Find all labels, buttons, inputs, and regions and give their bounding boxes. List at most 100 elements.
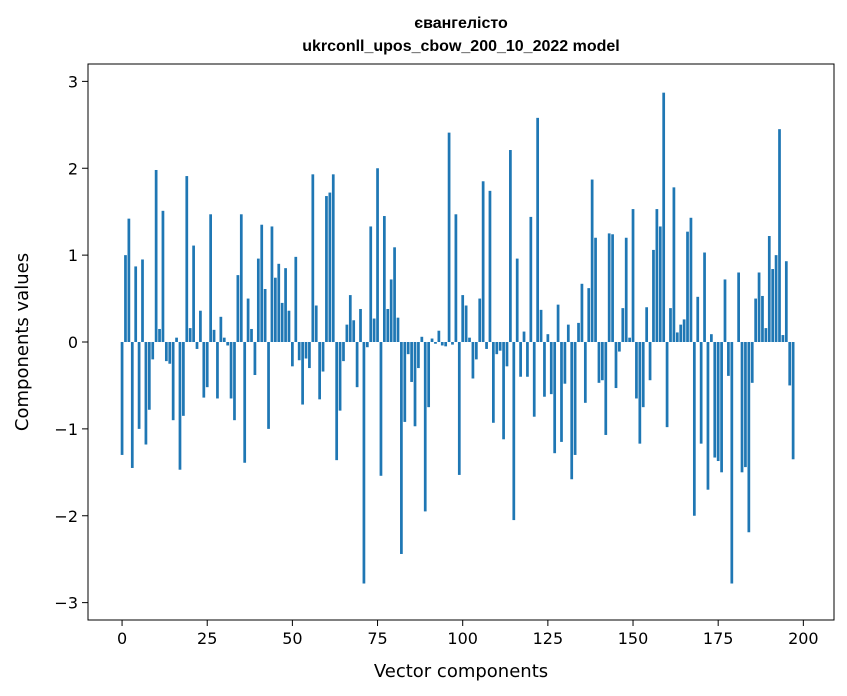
y-tick-label: −3 (54, 594, 78, 613)
bar (492, 342, 495, 423)
bar (400, 342, 403, 554)
bar (144, 342, 148, 445)
bar (607, 233, 611, 342)
y-tick-label: 2 (68, 159, 78, 178)
bar (297, 342, 301, 361)
bar (226, 342, 230, 346)
bar (539, 309, 543, 342)
bar (464, 305, 468, 342)
bar (628, 337, 631, 342)
bar (137, 342, 141, 429)
bar (648, 342, 652, 381)
bar (498, 342, 502, 351)
bar (219, 316, 223, 342)
bar (267, 342, 270, 429)
bar (754, 298, 758, 342)
x-tick-label: 125 (533, 629, 564, 648)
bar (778, 129, 781, 342)
bar (744, 342, 747, 468)
bar (260, 224, 264, 342)
chart-subtitle: ukrconll_upos_cbow_200_10_2022 model (302, 38, 619, 55)
bar (750, 342, 754, 383)
bar (604, 342, 608, 435)
bar (774, 255, 778, 343)
bar (417, 342, 420, 369)
bar (403, 342, 407, 422)
bar (386, 308, 390, 342)
bar (250, 328, 253, 342)
bar (444, 342, 448, 347)
y-axis-label: Components values (12, 253, 33, 431)
bar (583, 342, 587, 403)
bar (321, 342, 325, 372)
bar (311, 174, 315, 342)
bar (526, 342, 529, 377)
bar (280, 302, 284, 342)
bar (488, 190, 492, 342)
bar (720, 342, 723, 473)
bar (692, 342, 696, 516)
bar (427, 342, 431, 408)
bar (396, 317, 400, 342)
bar (199, 310, 202, 342)
bar (209, 214, 212, 342)
bar (171, 342, 175, 421)
bar (710, 334, 713, 342)
bar (556, 304, 560, 342)
x-tick-label: 150 (618, 629, 649, 648)
bar (134, 266, 138, 342)
bar (308, 342, 311, 369)
bar (195, 342, 199, 349)
bar (236, 275, 240, 342)
bar (161, 210, 165, 342)
bar (560, 342, 563, 442)
bar (338, 342, 342, 411)
bar (645, 307, 649, 342)
bar (737, 272, 740, 342)
bar (461, 295, 465, 342)
bar (365, 342, 369, 348)
x-tick-label: 200 (788, 629, 819, 648)
bar (440, 342, 444, 346)
bar (730, 342, 734, 584)
bar (205, 342, 209, 388)
bar (253, 342, 257, 376)
bar (505, 342, 509, 367)
bar (689, 217, 693, 342)
bar (536, 117, 540, 342)
bar (379, 342, 383, 476)
bar (393, 247, 396, 342)
bar (611, 234, 614, 342)
bar (665, 342, 669, 428)
bar (256, 258, 260, 342)
bar (519, 342, 522, 377)
bar (471, 342, 475, 379)
bar (389, 279, 393, 342)
bar (727, 342, 730, 376)
bar (570, 342, 574, 480)
bar (509, 150, 512, 342)
bar (601, 342, 604, 381)
bar (553, 342, 557, 454)
bar (345, 324, 349, 343)
bar (175, 337, 178, 342)
bar (273, 277, 277, 342)
bar (430, 338, 434, 342)
bar (675, 332, 679, 342)
bar (696, 296, 700, 342)
bar (178, 342, 182, 470)
bars-group (120, 92, 795, 584)
bar (342, 342, 345, 362)
bar (222, 337, 226, 342)
bar (372, 318, 376, 342)
bar (767, 236, 771, 342)
bar (515, 258, 519, 342)
bar (369, 226, 373, 342)
bar (618, 342, 621, 352)
x-tick-label: 0 (117, 629, 127, 648)
bar (202, 342, 206, 398)
chart-title: євангелісто (414, 15, 508, 32)
bar (328, 192, 332, 342)
x-axis-label: Vector components (374, 661, 548, 682)
